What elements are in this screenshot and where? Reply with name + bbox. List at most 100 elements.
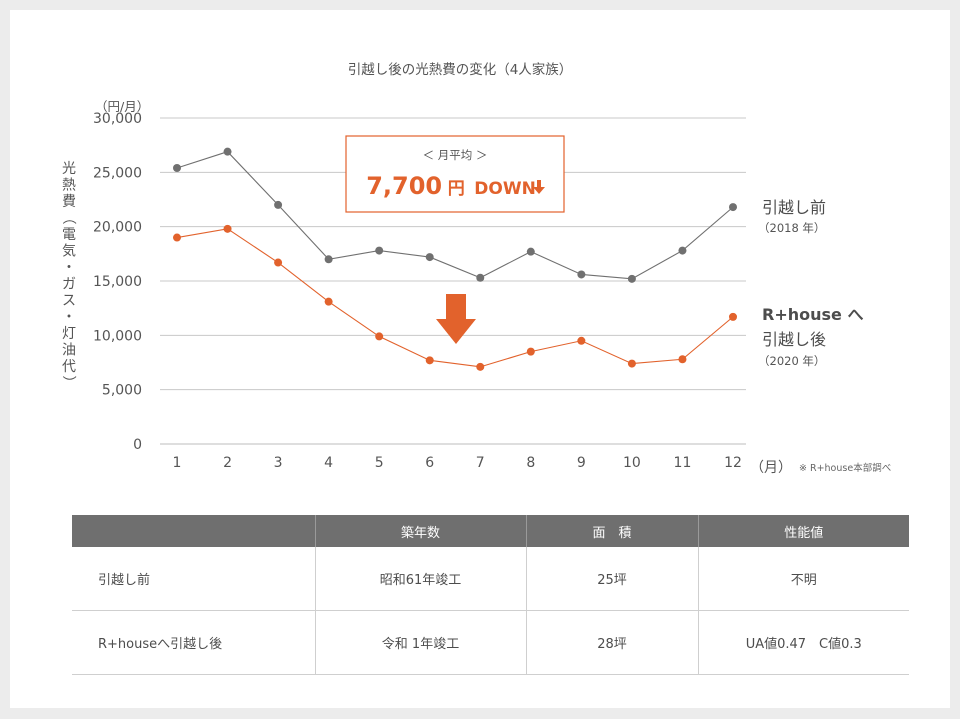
y-axis-label-char: 代: [62, 359, 76, 375]
legend-before: 引越し前 （2018 年）: [758, 198, 826, 235]
y-axis-label-char: 気: [62, 244, 76, 260]
data-point: [425, 253, 434, 262]
chart-title: 引越し後の光熱費の変化（4人家族）: [348, 61, 573, 78]
down-arrow-icon: [436, 294, 476, 344]
x-tick-label: 1: [173, 455, 182, 471]
x-tick-labels: 1 2 3 4 5 6 7 8 9 10 11 12: [173, 455, 742, 471]
table-header: 築年数: [314, 515, 526, 547]
callout-amount-line: 7,700 円 DOWN: [366, 172, 536, 200]
data-point: [729, 203, 737, 212]
data-point: [476, 362, 485, 371]
y-axis-label-char: 油: [62, 343, 76, 359]
series-0: [173, 147, 737, 283]
series-before-year: （2018 年）: [758, 221, 825, 235]
x-tick-label: 5: [375, 455, 384, 471]
x-tick-label: 2: [223, 455, 232, 471]
y-tick-label: 20,000: [93, 220, 142, 236]
y-tick-label: 10,000: [93, 328, 142, 344]
x-tick-label: 6: [425, 455, 434, 471]
data-point: [324, 297, 333, 306]
x-tick-label: 7: [476, 455, 485, 471]
series-1: [173, 224, 737, 371]
x-tick-label: 10: [623, 455, 641, 471]
callout-amount: 7,700: [366, 172, 442, 200]
table-cell: R+houseへ引越し後: [72, 610, 315, 675]
table-header-row: 築年数 面 積 性能値: [72, 515, 909, 547]
table-cell: 不明: [697, 547, 909, 611]
y-tick-label: 5,000: [102, 383, 142, 399]
y-axis-label-char: ）: [60, 376, 76, 390]
chart-svg: 引越し後の光熱費の変化（4人家族） （円/月） （月） ※ R+house本部調…: [60, 61, 891, 476]
table-row: 引越し前 昭和61年竣工 25坪 不明: [72, 547, 909, 611]
data-point: [274, 200, 283, 209]
x-tick-label: 8: [526, 455, 535, 471]
series-line: [176, 228, 734, 368]
table-cell: 昭和61年竣工: [314, 547, 526, 611]
y-axis-label-char: 光: [62, 161, 76, 177]
y-axis-label-char: ガ: [62, 277, 76, 293]
y-tick-label: 0: [133, 437, 142, 453]
data-point: [526, 247, 535, 256]
series-after-label: 引越し後: [762, 330, 826, 349]
x-tick-label: 12: [724, 455, 742, 471]
data-point: [476, 273, 485, 282]
y-unit-label: （円/月）: [95, 99, 149, 114]
y-axis-label-char: ・: [62, 310, 76, 326]
callout-unit: 円: [448, 179, 465, 199]
average-callout: ＜ 月平均 ＞ 7,700 円 DOWN: [345, 135, 565, 213]
data-point: [324, 255, 333, 264]
y-tick-label: 15,000: [93, 274, 142, 290]
y-axis-label-char: 熱: [62, 178, 76, 194]
data-point: [223, 224, 232, 233]
y-axis-label-char: （: [60, 211, 76, 225]
y-axis-label-char: 電: [62, 227, 76, 243]
data-point: [173, 233, 181, 242]
x-unit-label: （月）: [750, 460, 792, 476]
data-point: [223, 147, 232, 156]
data-point: [577, 336, 586, 345]
callout-suffix: DOWN: [474, 179, 536, 199]
data-point: [577, 270, 586, 279]
callout-caption: ＜ 月平均 ＞: [423, 148, 488, 162]
x-tick-label: 4: [324, 455, 333, 471]
data-point: [627, 359, 636, 368]
y-axis-label-char: ・: [62, 260, 76, 276]
data-point: [627, 274, 636, 283]
data-point: [274, 258, 283, 267]
chart-card: 引越し後の光熱費の変化（4人家族） （円/月） （月） ※ R+house本部調…: [10, 10, 950, 708]
y-tick-labels: 0 5,000 10,000 15,000 20,000 25,000 30,000: [93, 111, 142, 453]
series-before-label: 引越し前: [762, 198, 826, 217]
table-header: [72, 515, 315, 547]
legend-after: R+house へ 引越し後 （2020 年）: [758, 305, 863, 368]
table-cell: 引越し前: [72, 547, 315, 611]
source-note: ※ R+house本部調べ: [799, 462, 891, 474]
table-cell: 令和 1年竣工: [314, 610, 526, 675]
y-tick-label: 25,000: [93, 165, 142, 181]
x-tick-label: 3: [274, 455, 283, 471]
y-axis-label-char: ス: [62, 293, 76, 309]
table-cell: 28坪: [525, 610, 698, 675]
data-point: [425, 356, 434, 365]
data-point: [173, 163, 181, 172]
x-tick-label: 11: [674, 455, 692, 471]
table-row: R+houseへ引越し後 令和 1年竣工 28坪 UA値0.47 C値0.3: [72, 610, 909, 675]
data-point: [678, 355, 687, 364]
series-line: [176, 151, 734, 280]
data-point: [678, 246, 687, 255]
data-point: [375, 332, 384, 341]
table-cell: UA値0.47 C値0.3: [697, 610, 909, 675]
y-tick-label: 30,000: [93, 111, 142, 127]
down-arrow-small-icon: [533, 180, 545, 194]
table-header: 性能値: [697, 515, 909, 547]
series-after-year: （2020 年）: [758, 354, 825, 368]
comparison-table: 築年数 面 積 性能値 引越し前 昭和61年竣工 25坪 不明 R+houseへ…: [72, 515, 909, 675]
series-layer: [173, 147, 737, 371]
y-axis-label: 光熱費（電気・ガス・灯油代）: [60, 161, 76, 390]
data-point: [375, 246, 384, 255]
data-point: [526, 347, 535, 356]
data-point: [729, 312, 737, 321]
y-axis-label-char: 費: [62, 194, 76, 210]
x-tick-label: 9: [577, 455, 586, 471]
table-cell: 25坪: [525, 547, 698, 611]
table-header: 面 積: [525, 515, 698, 547]
